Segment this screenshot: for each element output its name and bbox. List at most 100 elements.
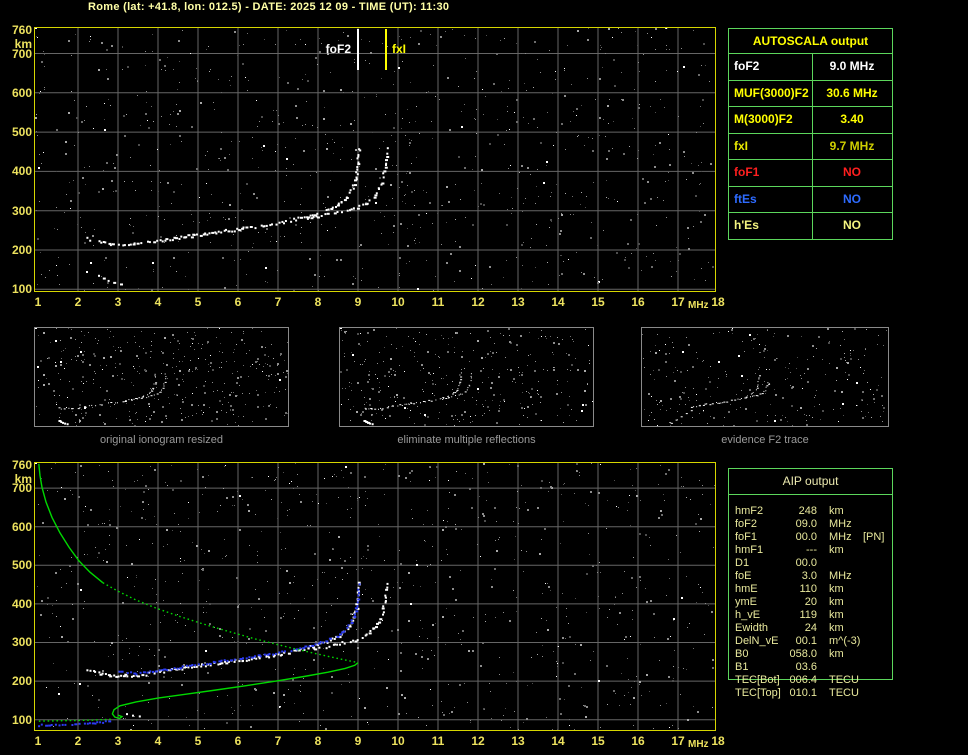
thumbnail-eliminate-reflections	[339, 327, 594, 427]
parameter-label: h'Es	[734, 218, 759, 233]
parameter-value: ---	[806, 544, 817, 556]
parameter-name: hmE	[735, 583, 758, 595]
x-axis-tick: 4	[154, 734, 162, 748]
parameter-value: NO	[843, 191, 861, 206]
autoscala-row-fxI: fxI 9.7 MHz	[729, 133, 892, 161]
y-axis-tick: 400	[11, 164, 32, 179]
autoscala-row-ftEs: ftEs NO	[729, 186, 892, 214]
aip-row-B1: B1 03.6	[729, 661, 892, 674]
x-axis-tick: 10	[391, 295, 405, 309]
y-axis-tick: 100	[11, 282, 32, 297]
thumbnail-trace	[340, 328, 472, 426]
thumbnail-caption-eliminate: eliminate multiple reflections	[397, 434, 536, 446]
aip-row-TEC-Bot-: TEC[Bot] 006.4 TECU	[729, 674, 892, 687]
aip-row-foE: foE 3.0 MHz	[729, 570, 892, 583]
thumbnail-original-ionogram-canvas	[35, 328, 288, 426]
x-axis-tick: 13	[511, 295, 525, 309]
parameter-value: 119	[799, 609, 817, 621]
autoscala-row-h-Es: h'Es NO	[729, 212, 892, 239]
x-axis-tick: 13	[511, 734, 525, 748]
parameter-value: 03.6	[795, 661, 817, 673]
parameter-name: ymE	[735, 596, 757, 608]
parameter-unit: MHz	[829, 531, 852, 543]
x-axis-tick: 9	[354, 734, 362, 748]
background-noise	[35, 328, 288, 426]
series-e-region-echoes	[35, 463, 141, 718]
fxi-marker: fxI	[385, 29, 406, 70]
parameter-value: 00.0	[795, 557, 817, 569]
parameter-name: foF2	[735, 518, 758, 530]
x-axis-tick: 7	[274, 295, 282, 309]
parameter-value: 010.1	[789, 687, 817, 699]
thumbnail-evidence-f2-trace-canvas	[642, 328, 887, 426]
aip-row-hmF2: hmF2 248 km	[729, 505, 892, 518]
parameter-value: 24	[804, 622, 817, 634]
x-axis-tick: 6	[234, 734, 242, 748]
parameter-note: [PN]	[863, 531, 885, 543]
y-axis-tick: 600	[11, 519, 32, 534]
background-noise	[340, 328, 593, 426]
y-axis-tick: 500	[11, 558, 32, 573]
parameter-value: 09.0	[795, 518, 817, 530]
aip-row-Ewidth: Ewidth 24 km	[729, 622, 892, 635]
series-autoscala-scaled-f-trace	[118, 583, 361, 676]
parameter-label: fxI	[734, 138, 749, 153]
x-axis-tick: 10	[391, 734, 405, 748]
series-f2-extraordinary-trace	[306, 147, 390, 220]
parameter-name: hmF1	[735, 544, 764, 556]
y-axis-tick: 300	[11, 635, 32, 650]
parameter-unit: km	[829, 544, 844, 556]
aip-row-B0: B0 058.0 km	[729, 648, 892, 661]
parameter-value: 9.0 MHz	[829, 59, 875, 73]
parameter-value: 3.0	[801, 570, 817, 582]
aip-row-hmF1: hmF1 --- km	[729, 544, 892, 557]
x-axis-tick: 2	[74, 295, 82, 309]
parameter-value: 248	[798, 505, 817, 517]
x-axis-tick: 14	[551, 734, 565, 748]
autoscala-output-table: AUTOSCALA output foF2 9.0 MHz MUF(3000)F2 3…	[728, 28, 893, 240]
y-axis-tick: 300	[11, 203, 32, 218]
electron-density-profile	[37, 463, 359, 722]
parameter-value: 20	[804, 596, 817, 608]
y-axis-tick: 760	[11, 22, 32, 37]
fof2-marker: foF2	[326, 29, 359, 70]
x-axis-tick: 18	[711, 295, 725, 309]
parameter-unit: km	[829, 505, 844, 517]
parameter-label: ftEs	[734, 191, 757, 206]
gridlines	[35, 463, 715, 730]
parameter-name: DelN_vE	[735, 635, 779, 647]
station-date-time-title: Rome (lat: +41.8, lon: 012.5) - DATE: 20…	[88, 1, 450, 13]
aip-row-h-vE: h_vE 119 km	[729, 609, 892, 622]
x-axis-tick: 8	[314, 295, 322, 309]
x-axis-tick: 18	[711, 734, 725, 748]
thumbnail-eliminate-reflections-canvas	[340, 328, 593, 426]
y-axis-tick: 760	[11, 457, 32, 472]
aip-row-foF2: foF2 09.0 MHz	[729, 518, 892, 531]
aip-row-D1: D1 00.0	[729, 557, 892, 570]
x-axis-tick: 7	[274, 734, 282, 748]
x-axis-tick: 3	[114, 734, 122, 748]
y-axis-tick: 600	[11, 85, 32, 100]
parameter-unit: TECU	[829, 687, 859, 699]
y-axis-tick: 500	[11, 125, 32, 140]
thumbnail-caption-original: original ionogram resized	[100, 434, 223, 446]
parameter-name: foF1	[735, 531, 758, 543]
parameter-value: 30.6 MHz	[826, 85, 878, 100]
x-axis-tick: 11	[431, 734, 445, 748]
parameter-value: 3.40	[840, 112, 864, 127]
parameter-value: NO	[843, 218, 861, 233]
parameter-unit: TECU	[829, 674, 859, 686]
x-axis-tick: 3	[114, 295, 122, 309]
parameter-name: Ewidth	[735, 622, 769, 634]
thumbnail-trace	[35, 328, 167, 426]
aip-output-table: AIP output hmF2 248 km foF2 09.0 MHz foF1 00.0 M…	[728, 468, 893, 699]
series-f2-ordinary-trace	[86, 581, 361, 678]
x-axis-unit-label: MHz	[688, 739, 709, 750]
x-axis-tick: 14	[551, 295, 565, 309]
y-axis-unit-label: km	[14, 472, 32, 486]
parameter-unit: km	[829, 648, 844, 660]
x-axis-tick: 8	[314, 734, 322, 748]
scaled-ionogram-plot: foF2 fxI	[34, 27, 716, 292]
parameter-value: 00.0	[795, 531, 817, 543]
y-axis-tick: 700	[11, 481, 32, 496]
